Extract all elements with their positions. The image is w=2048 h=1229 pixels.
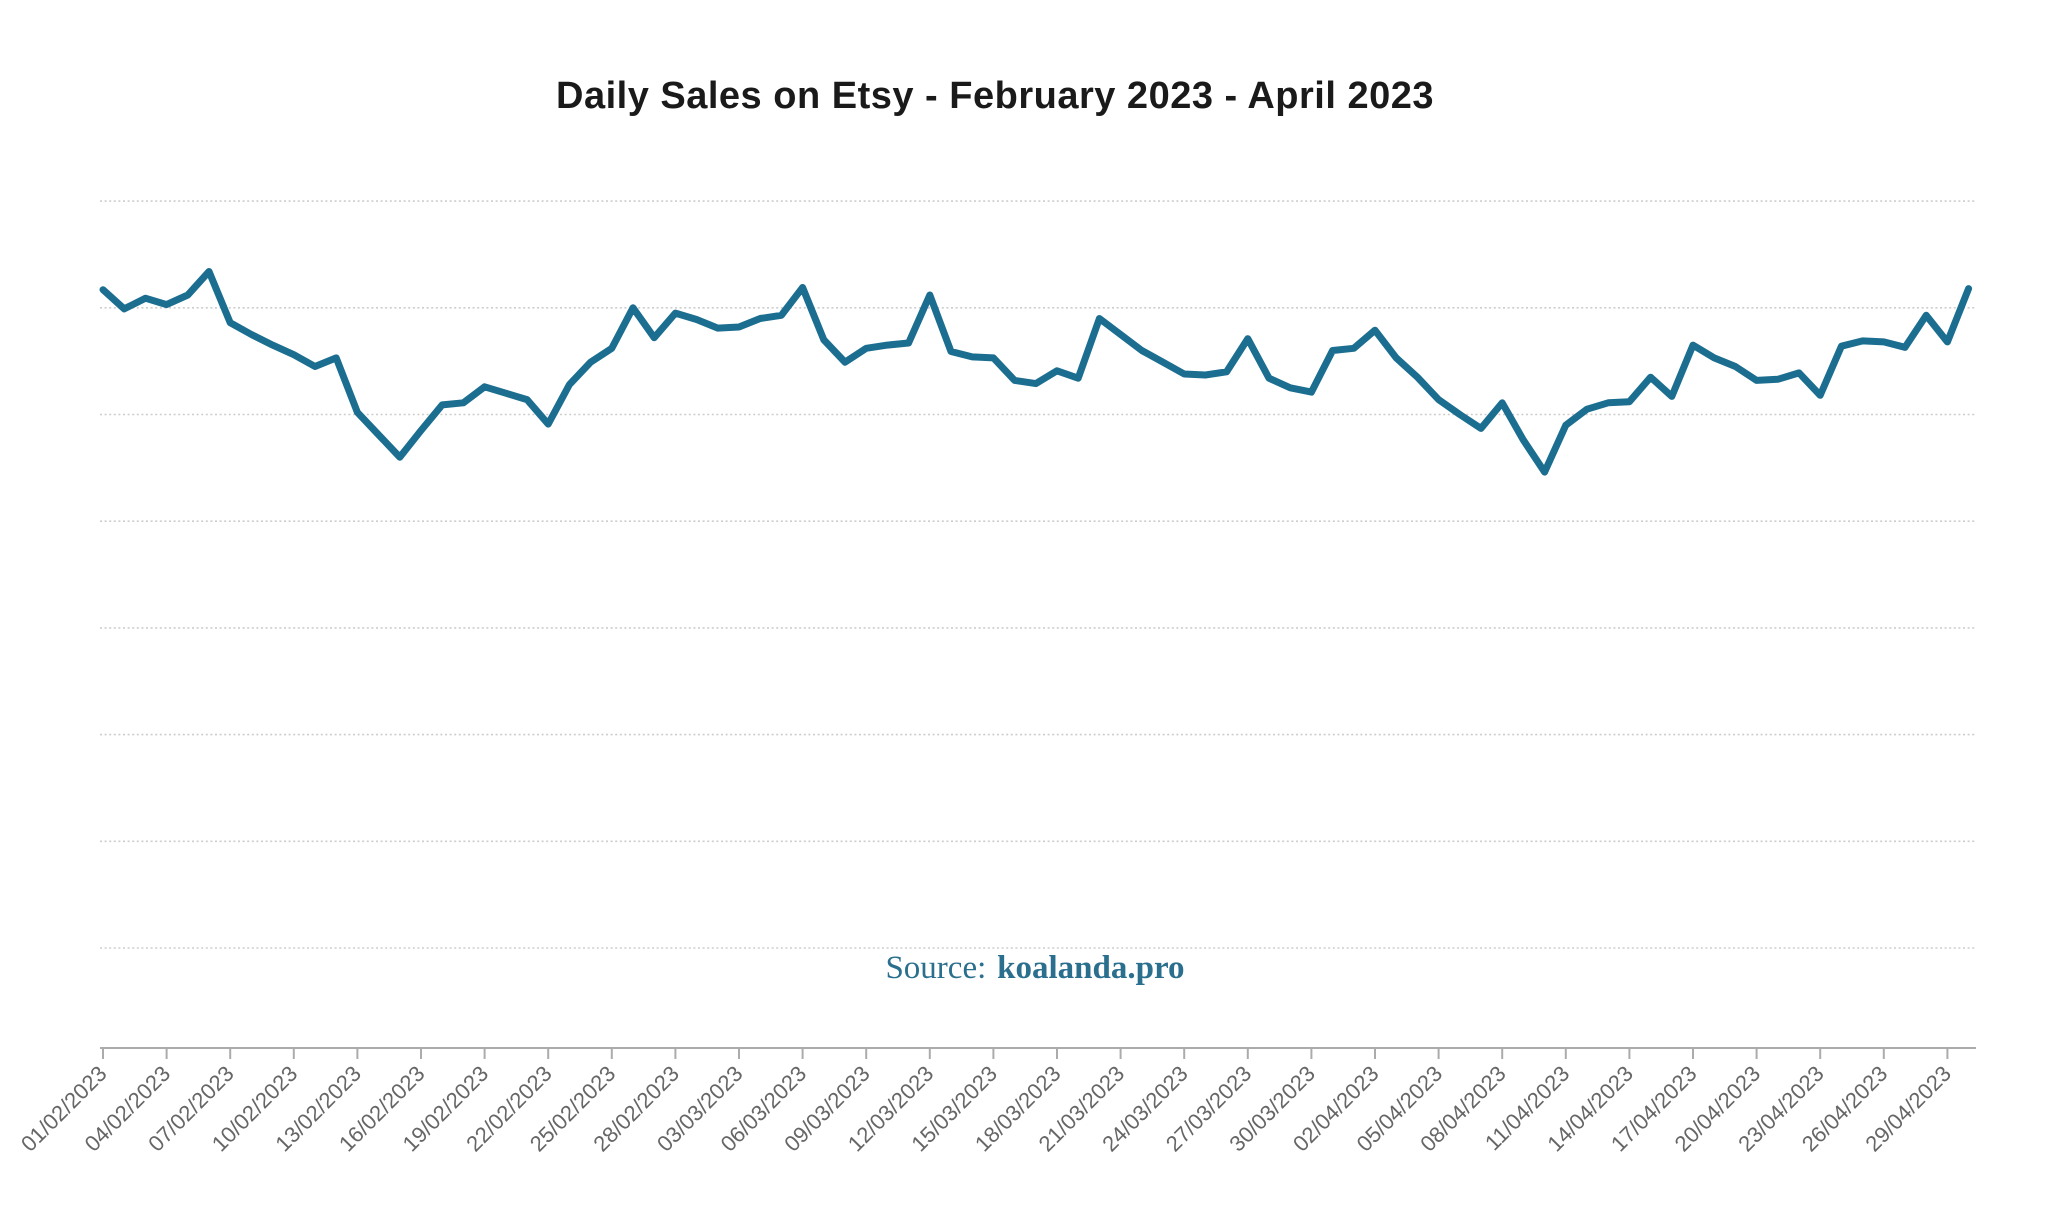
source-attribution: Source: koalanda.pro	[60, 950, 2010, 987]
source-label: Source:	[885, 950, 987, 986]
chart-title: Daily Sales on Etsy - February 2023 - Ap…	[556, 75, 1434, 117]
sales-line-series	[99, 268, 1973, 476]
source-site-name: koalanda.pro	[997, 950, 1185, 986]
